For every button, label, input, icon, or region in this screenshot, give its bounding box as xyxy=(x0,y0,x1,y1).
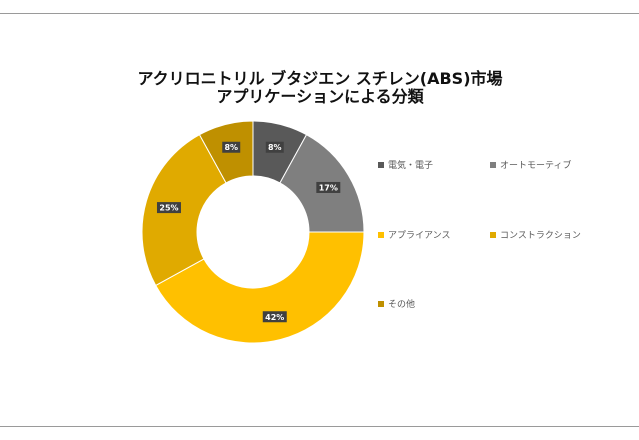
data-label-box xyxy=(156,202,181,214)
legend-item-5: その他 xyxy=(378,297,415,310)
data-label-box xyxy=(222,141,241,153)
data-label-text: 42% xyxy=(265,313,284,322)
bottom-divider xyxy=(0,426,639,427)
legend-swatch xyxy=(378,300,384,307)
legend-label: オートモーティブ xyxy=(500,161,572,171)
data-label-2: 17% xyxy=(316,181,341,193)
data-label-box xyxy=(262,311,287,323)
top-divider xyxy=(0,13,639,14)
legend-label: その他 xyxy=(388,300,416,310)
legend-item-4: コンストラクション xyxy=(490,228,581,241)
legend-swatch xyxy=(490,231,496,238)
data-label-5: 8% xyxy=(222,141,241,153)
chart-title: アクリロニトリル ブタジエン スチレン(ABS)市場 アプリケーションによる分類 xyxy=(70,70,570,106)
donut-slice-3 xyxy=(155,231,365,344)
data-label-text: 8% xyxy=(224,143,238,152)
legend-label: 電気・電子 xyxy=(388,161,434,171)
legend-swatch xyxy=(490,161,496,168)
chart-title-line-1: アクリロニトリル ブタジエン スチレン(ABS)市場 xyxy=(137,69,503,88)
data-label-1: 8% xyxy=(265,141,284,153)
data-label-3: 42% xyxy=(262,311,287,323)
legend-swatch xyxy=(378,231,384,238)
data-label-box xyxy=(316,181,341,193)
legend-item-3: アプライアンス xyxy=(378,228,450,241)
data-label-4: 25% xyxy=(156,202,181,214)
legend-item-2: オートモーティブ xyxy=(490,158,571,171)
donut-slice-4 xyxy=(141,134,227,287)
chart-title-line-2: アプリケーションによる分類 xyxy=(216,87,424,106)
data-label-text: 17% xyxy=(319,183,338,192)
data-label-text: 8% xyxy=(268,143,282,152)
legend-swatch xyxy=(378,161,384,168)
legend-label: アプライアンス xyxy=(388,231,451,241)
data-label-box xyxy=(265,141,284,153)
data-label-text: 25% xyxy=(159,204,178,213)
legend-label: コンストラクション xyxy=(500,231,581,241)
legend-item-1: 電気・電子 xyxy=(378,158,433,171)
